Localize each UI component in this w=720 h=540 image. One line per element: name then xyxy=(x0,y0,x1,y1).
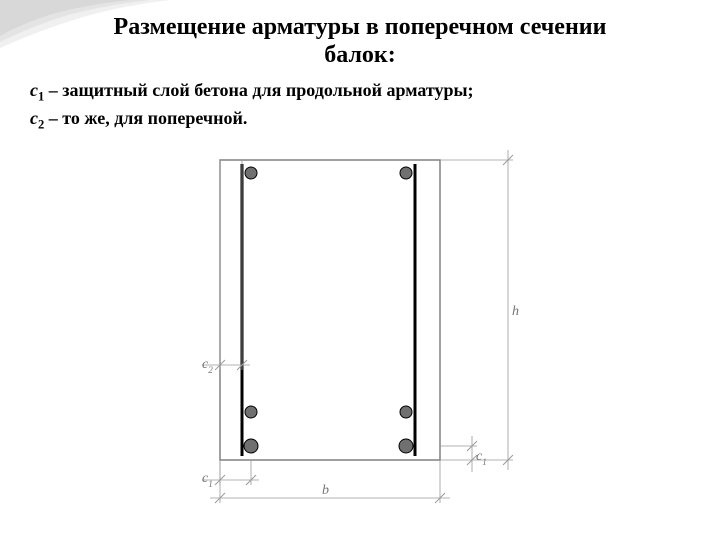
legend-row-c1: с1 – защитный слой бетона для продольной… xyxy=(30,78,690,106)
legend-c1-symbol: с xyxy=(30,80,38,100)
title-line-2: балок: xyxy=(324,42,396,68)
svg-text:h: h xyxy=(512,304,519,319)
rebar-6 xyxy=(399,439,413,453)
svg-text:b: b xyxy=(322,483,329,498)
legend-row-c2: с2 – то же, для поперечной. xyxy=(30,106,690,134)
svg-text:c1: c1 xyxy=(202,471,213,489)
legend: с1 – защитный слой бетона для продольной… xyxy=(30,78,690,133)
cross-section-diagram: c2 c1 b c1 h xyxy=(150,150,560,520)
legend-c2-symbol: с xyxy=(30,108,38,128)
rebar-2 xyxy=(400,167,412,179)
rebar-1 xyxy=(245,167,257,179)
legend-c1-text: – защитный слой бетона для продольной ар… xyxy=(44,80,473,100)
rebar-4 xyxy=(400,406,412,418)
rebar-5 xyxy=(244,439,258,453)
legend-c2-text: – то же, для поперечной. xyxy=(44,108,247,128)
svg-text:c1: c1 xyxy=(476,449,487,467)
page-title: Размещение арматуры в поперечном сечении… xyxy=(0,14,720,69)
svg-text:c2: c2 xyxy=(202,357,213,375)
title-line-1: Размещение арматуры в поперечном сечении xyxy=(114,14,607,40)
rebar-3 xyxy=(245,406,257,418)
